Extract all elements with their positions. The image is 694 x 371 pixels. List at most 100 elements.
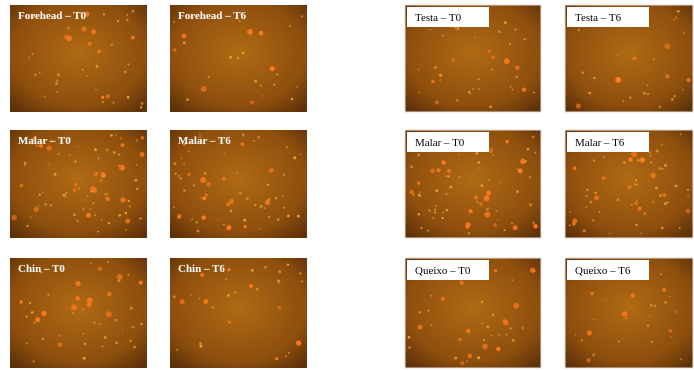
fluorescent-spot [286,146,288,148]
fluorescent-spot [661,227,663,229]
fluorescent-spot [110,44,113,47]
panel-label: Queixo – T6 [575,265,631,277]
fluorescent-spot [136,188,138,190]
figure: Forehead – T0Forehead – T6Malar – T0Mala… [0,0,694,371]
fluorescent-spot [236,172,238,174]
fluorescent-spot [173,48,176,51]
fluorescent-spot [593,159,595,161]
fluorescent-spot [650,161,652,163]
fluorescent-spot [430,295,432,297]
fluorescent-spot [466,329,471,334]
fluorescent-spot [191,218,193,220]
fluorescent-spot [493,223,497,227]
fluorescent-spot [472,88,474,90]
fluorescent-spot [269,198,271,200]
fluorescent-spot [101,219,103,221]
fluorescent-spot [653,201,655,203]
fluorescent-spot [101,346,103,348]
fluorescent-spot [500,182,501,183]
fluorescent-spot [622,311,628,317]
fluorescent-spot [118,279,121,282]
fluorescent-spot [193,184,195,186]
fluorescent-spot [69,154,71,156]
fluorescent-spot [576,103,581,108]
fluorescent-spot [449,186,452,189]
fluorescent-spot [301,280,303,282]
fluorescent-spot [677,10,680,13]
fluorescent-spot [139,281,143,285]
fluorescent-spot [602,176,606,180]
fluorescent-spot [287,263,290,266]
fluorescent-spot [253,140,255,142]
fluorescent-spot [617,54,618,55]
fluorescent-spot [647,325,649,327]
fluorescent-spot [643,212,645,214]
fluorescent-spot [124,71,126,73]
fluorescent-spot [264,266,267,269]
fluorescent-spot [634,201,638,205]
fluorescent-spot [586,189,588,191]
fluorescent-spot [243,219,246,222]
fluorescent-spot [74,161,76,163]
fluorescent-spot [474,37,475,38]
fluorescent-spot [417,154,420,157]
fluorescent-spot [569,224,571,226]
fluorescent-spot [592,353,595,356]
fluorescent-spot [84,199,86,201]
image-panel: Malar – T0 [405,130,541,238]
fluorescent-spot [594,195,599,200]
fluorescent-spot [106,94,110,98]
fluorescent-spot [103,175,105,177]
fluorescent-spot [173,206,175,208]
fluorescent-spot [183,42,186,45]
fluorescent-spot [496,210,498,212]
fluorescent-spot [573,166,577,170]
image-panel: Malar – T0 [10,130,147,238]
fluorescent-spot [20,184,24,188]
fluorescent-spot [126,19,129,22]
fluorescent-spot [673,19,674,20]
fluorescent-spot [468,209,472,213]
fluorescent-spot [451,58,455,62]
fluorescent-spot [64,35,68,39]
image-panel: Queixo – T6 [565,258,693,368]
fluorescent-spot [569,211,571,213]
fluorescent-spot [522,88,526,92]
fluorescent-spot [529,203,532,206]
fluorescent-spot [497,219,499,221]
panel-label: Testa – T0 [415,12,462,24]
fluorescent-spot [244,225,247,228]
fluorescent-spot [199,342,202,345]
fluorescent-spot [275,197,277,199]
fluorescent-spot [136,139,138,141]
fluorescent-spot [445,193,447,195]
fluorescent-spot [288,352,290,354]
fluorescent-spot [227,268,230,271]
fluorescent-spot [124,212,127,215]
image-panel: Testa – T6 [565,5,693,112]
fluorescent-spot [82,308,84,310]
fluorescent-spot [29,302,31,304]
fluorescent-spot [605,300,606,301]
fluorescent-spot [588,92,591,95]
fluorescent-spot [524,161,526,163]
fluorescent-spot [39,194,41,196]
fluorescent-spot [254,80,257,83]
fluorescent-spot [484,195,490,201]
fluorescent-spot [136,140,138,142]
fluorescent-spot [141,102,144,105]
fluorescent-spot [431,324,433,326]
fluorescent-spot [658,105,661,108]
fluorescent-spot [127,96,130,99]
fluorescent-spot [57,153,59,155]
fluorescent-spot [504,21,507,24]
fluorescent-spot [83,333,85,335]
panel-label: Malar – T0 [18,135,71,147]
fluorescent-spot [90,208,92,210]
fluorescent-spot [682,89,683,90]
fluorescent-spot [660,273,662,275]
fluorescent-spot [490,335,492,337]
fluorescent-spot [661,168,663,170]
fluorescent-spot [623,161,626,164]
fluorescent-spot [84,343,86,345]
